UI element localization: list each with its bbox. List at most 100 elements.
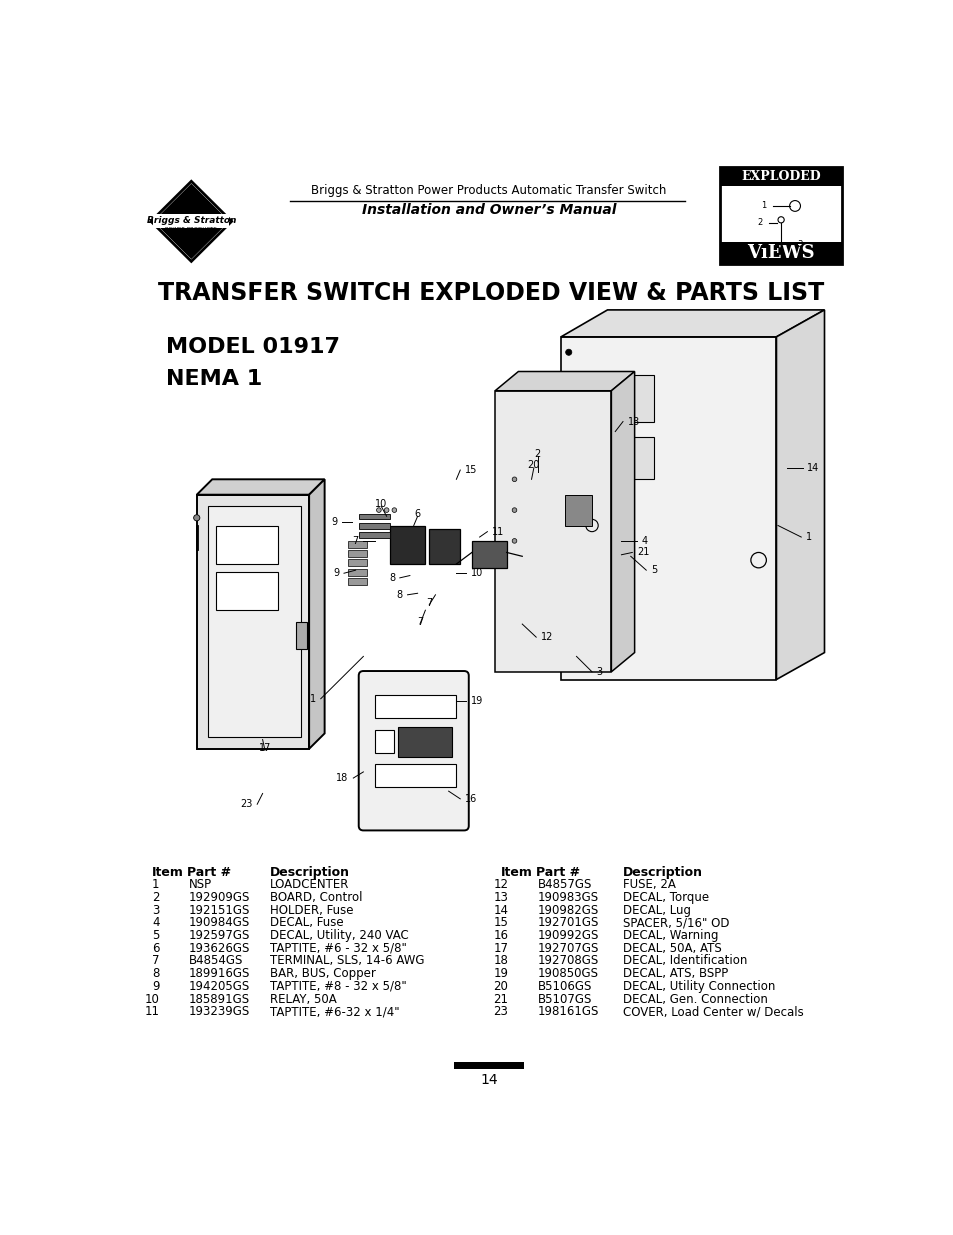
Polygon shape	[598, 375, 654, 421]
Text: 23: 23	[240, 799, 253, 809]
Text: 21: 21	[637, 547, 649, 557]
Circle shape	[565, 350, 571, 356]
Polygon shape	[472, 541, 506, 568]
Text: DECAL, Warning: DECAL, Warning	[622, 929, 718, 942]
Text: TAPTITE, #6 - 32 x 5/8": TAPTITE, #6 - 32 x 5/8"	[270, 941, 407, 955]
Polygon shape	[776, 310, 823, 679]
Bar	[454, 1062, 523, 1070]
Text: 185891GS: 185891GS	[189, 993, 250, 1005]
Text: 3: 3	[596, 667, 602, 677]
Text: SPACER, 5/16" OD: SPACER, 5/16" OD	[622, 916, 729, 929]
Text: 21: 21	[493, 993, 508, 1005]
Text: DECAL, Fuse: DECAL, Fuse	[270, 916, 344, 929]
Polygon shape	[611, 372, 634, 672]
Text: Description: Description	[622, 866, 702, 879]
Text: 190982GS: 190982GS	[537, 904, 598, 916]
Text: 194205GS: 194205GS	[189, 979, 250, 993]
Text: FUSE, 2A: FUSE, 2A	[622, 878, 675, 892]
Text: 190984GS: 190984GS	[189, 916, 250, 929]
Bar	[720, 168, 841, 264]
Bar	[153, 215, 229, 228]
Polygon shape	[495, 390, 611, 672]
Text: 11: 11	[492, 526, 504, 537]
Circle shape	[565, 657, 571, 663]
Text: 193239GS: 193239GS	[189, 1005, 250, 1018]
Circle shape	[512, 508, 517, 513]
Text: Item: Item	[500, 866, 532, 879]
Polygon shape	[348, 550, 367, 557]
Text: COVER, Load Center w/ Decals: COVER, Load Center w/ Decals	[622, 1005, 803, 1018]
Text: DECAL, ATS, BSPP: DECAL, ATS, BSPP	[622, 967, 727, 981]
Text: Briggs & Stratton Power Products Automatic Transfer Switch: Briggs & Stratton Power Products Automat…	[311, 184, 666, 198]
Text: EXPLODED: EXPLODED	[740, 170, 820, 183]
Text: DECAL, Gen. Connection: DECAL, Gen. Connection	[622, 993, 767, 1005]
Text: 192909GS: 192909GS	[189, 890, 250, 904]
Text: BOARD, Control: BOARD, Control	[270, 890, 362, 904]
Text: 189916GS: 189916GS	[189, 967, 250, 981]
Text: 6: 6	[415, 509, 420, 519]
Text: 14: 14	[806, 463, 819, 473]
Text: 15: 15	[464, 466, 476, 475]
Polygon shape	[495, 372, 634, 390]
Text: DECAL, Utility Connection: DECAL, Utility Connection	[622, 979, 775, 993]
Text: 17: 17	[493, 941, 508, 955]
Circle shape	[565, 468, 571, 474]
Text: TRANSFER SWITCH EXPLODED VIEW & PARTS LIST: TRANSFER SWITCH EXPLODED VIEW & PARTS LI…	[158, 280, 823, 305]
Text: 5: 5	[650, 566, 657, 576]
Text: 193626GS: 193626GS	[189, 941, 250, 955]
Text: NSP: NSP	[189, 878, 212, 892]
Text: 20: 20	[493, 979, 508, 993]
Text: VıEWS: VıEWS	[746, 245, 814, 262]
Text: 4: 4	[152, 916, 159, 929]
Polygon shape	[216, 526, 278, 564]
Polygon shape	[348, 541, 367, 548]
Text: 7: 7	[426, 598, 432, 608]
Text: B5107GS: B5107GS	[537, 993, 592, 1005]
Text: Part #: Part #	[187, 866, 232, 879]
Text: LOADCENTER: LOADCENTER	[270, 878, 350, 892]
Text: 13: 13	[627, 416, 639, 426]
Bar	[720, 168, 841, 186]
Text: 16: 16	[464, 794, 476, 804]
Text: DECAL, Utility, 240 VAC: DECAL, Utility, 240 VAC	[270, 929, 409, 942]
Text: 12: 12	[493, 878, 508, 892]
Text: 2: 2	[757, 219, 762, 227]
Text: 192708GS: 192708GS	[537, 955, 598, 967]
Text: DECAL, 50A, ATS: DECAL, 50A, ATS	[622, 941, 721, 955]
Text: DECAL, Torque: DECAL, Torque	[622, 890, 708, 904]
Polygon shape	[375, 764, 456, 787]
Text: 11: 11	[145, 1005, 159, 1018]
Polygon shape	[359, 524, 390, 529]
Circle shape	[392, 508, 396, 513]
Text: 1: 1	[760, 201, 766, 210]
Text: TAPTITE, #8 - 32 x 5/8": TAPTITE, #8 - 32 x 5/8"	[270, 979, 407, 993]
Text: 18: 18	[336, 773, 348, 783]
Polygon shape	[429, 530, 459, 564]
Circle shape	[376, 508, 381, 513]
Polygon shape	[208, 506, 301, 737]
Text: 1: 1	[805, 532, 811, 542]
Text: BAR, BUS, Copper: BAR, BUS, Copper	[270, 967, 375, 981]
Polygon shape	[348, 578, 367, 585]
Text: 192151GS: 192151GS	[189, 904, 250, 916]
Text: B4854GS: B4854GS	[189, 955, 243, 967]
Polygon shape	[348, 568, 367, 576]
Bar	[720, 242, 841, 264]
Text: 19: 19	[493, 967, 508, 981]
Text: 12: 12	[540, 632, 553, 642]
Text: 15: 15	[493, 916, 508, 929]
Polygon shape	[564, 495, 592, 526]
Text: 8: 8	[152, 967, 159, 981]
Text: 9: 9	[152, 979, 159, 993]
Text: RELAY, 50A: RELAY, 50A	[270, 993, 336, 1005]
Polygon shape	[309, 479, 324, 748]
Polygon shape	[196, 479, 324, 495]
Circle shape	[512, 538, 517, 543]
Text: 23: 23	[493, 1005, 508, 1018]
Text: 192597GS: 192597GS	[189, 929, 250, 942]
Text: 2: 2	[534, 448, 540, 459]
Circle shape	[512, 477, 517, 482]
Text: 4: 4	[641, 536, 647, 546]
Polygon shape	[153, 184, 229, 221]
Text: DECAL, Lug: DECAL, Lug	[622, 904, 690, 916]
